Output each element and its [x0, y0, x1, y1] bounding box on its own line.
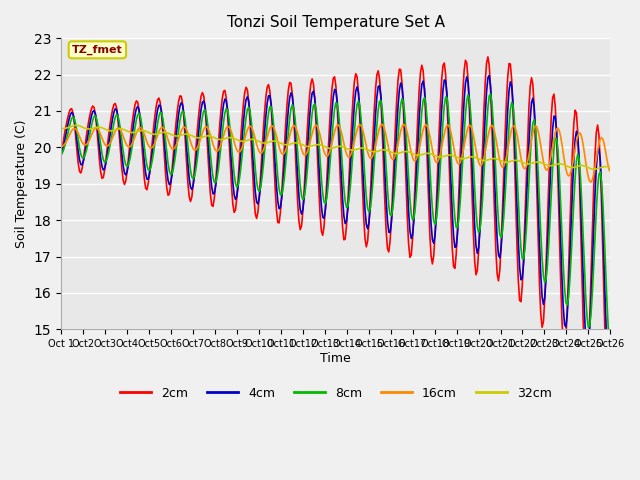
- 16cm: [63, 139, 70, 144]
- 8cm: [465, 96, 473, 102]
- 2cm: [465, 108, 473, 113]
- 32cm: [230, 135, 238, 141]
- 4cm: [508, 83, 516, 89]
- 32cm: [398, 149, 406, 155]
- 8cm: [605, 341, 613, 347]
- 8cm: [397, 102, 404, 108]
- 32cm: [605, 164, 613, 169]
- 8cm: [229, 158, 237, 164]
- Y-axis label: Soil Temperature (C): Soil Temperature (C): [15, 120, 28, 248]
- 8cm: [57, 151, 65, 157]
- Text: TZ_fmet: TZ_fmet: [72, 45, 123, 55]
- Line: 8cm: 8cm: [61, 94, 609, 344]
- Legend: 2cm, 4cm, 8cm, 16cm, 32cm: 2cm, 4cm, 8cm, 16cm, 32cm: [115, 382, 557, 405]
- 8cm: [508, 99, 516, 105]
- 32cm: [590, 167, 598, 172]
- 8cm: [486, 91, 494, 97]
- 2cm: [508, 77, 516, 83]
- 16cm: [508, 126, 516, 132]
- 4cm: [485, 72, 493, 78]
- Title: Tonzi Soil Temperature Set A: Tonzi Soil Temperature Set A: [227, 15, 445, 30]
- 16cm: [229, 134, 237, 140]
- 32cm: [508, 158, 516, 164]
- X-axis label: Time: Time: [321, 352, 351, 365]
- 32cm: [73, 122, 81, 128]
- 16cm: [587, 179, 595, 185]
- 4cm: [63, 129, 70, 135]
- 4cm: [57, 153, 65, 158]
- 4cm: [450, 233, 458, 239]
- 2cm: [450, 264, 458, 269]
- 16cm: [605, 168, 613, 173]
- 2cm: [484, 54, 492, 60]
- 16cm: [451, 151, 459, 156]
- 32cm: [467, 154, 475, 160]
- Line: 2cm: 2cm: [61, 57, 609, 400]
- 4cm: [465, 97, 473, 103]
- 4cm: [605, 375, 613, 381]
- 32cm: [451, 154, 459, 159]
- 32cm: [57, 126, 65, 132]
- 16cm: [57, 144, 65, 149]
- 8cm: [450, 198, 458, 204]
- 16cm: [398, 124, 406, 130]
- 16cm: [378, 121, 386, 127]
- 32cm: [63, 125, 70, 131]
- 4cm: [397, 80, 404, 86]
- Line: 16cm: 16cm: [61, 124, 609, 182]
- Line: 4cm: 4cm: [61, 75, 609, 378]
- 2cm: [63, 121, 70, 127]
- 2cm: [605, 391, 613, 397]
- 2cm: [57, 152, 65, 157]
- 2cm: [229, 201, 237, 207]
- 16cm: [467, 123, 475, 129]
- 2cm: [604, 397, 612, 403]
- 2cm: [397, 67, 404, 72]
- Line: 32cm: 32cm: [61, 125, 609, 169]
- 4cm: [229, 180, 237, 186]
- 8cm: [63, 137, 70, 143]
